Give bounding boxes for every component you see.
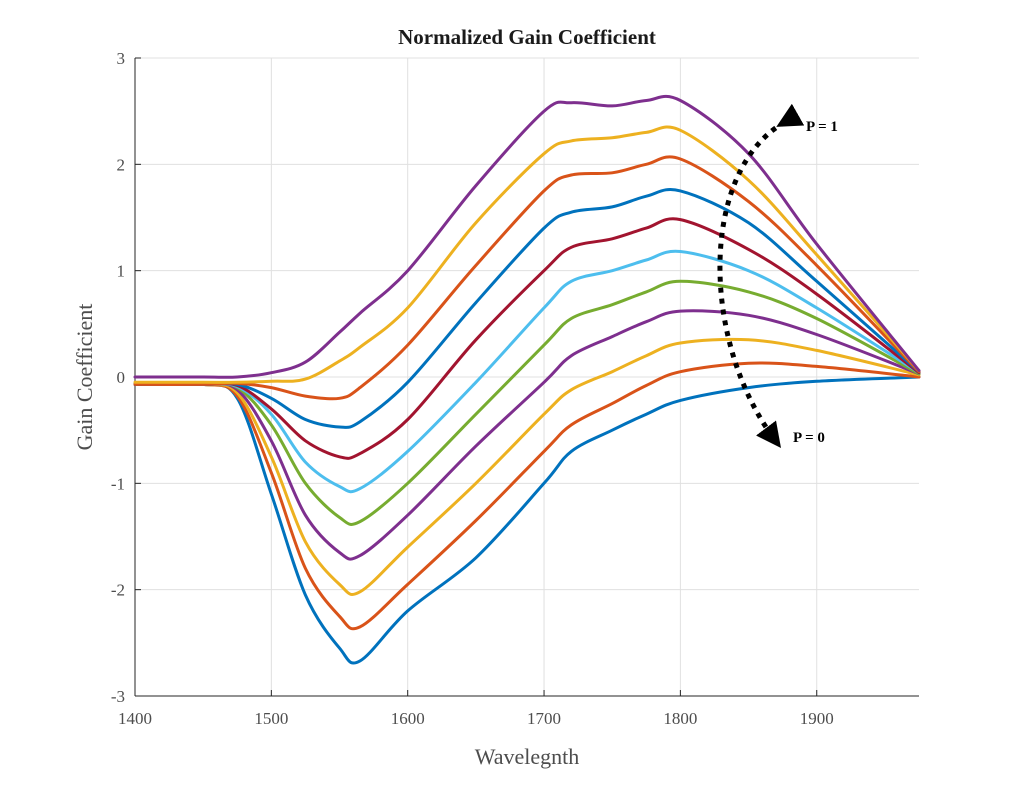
x-tick-label: 1800	[663, 709, 697, 728]
series-line-3	[133, 337, 921, 596]
x-tick-label: 1400	[118, 709, 152, 728]
series-line-5	[133, 279, 921, 526]
dotted-arrow	[717, 103, 805, 449]
series-line-11	[133, 94, 921, 379]
chart-title: Normalized Gain Coefficient	[398, 25, 656, 49]
x-tick-label: 1700	[527, 709, 561, 728]
series-line-8	[133, 188, 921, 429]
y-axis-title: Gain Coefficient	[72, 304, 97, 451]
y-tick-label: 1	[117, 262, 126, 281]
y-tick-label: -2	[111, 581, 125, 600]
ticks: 1400 1500 1600 1700 1800 1900 -3 -2 -1 0 1 2 3	[111, 49, 834, 728]
series-group	[133, 94, 921, 665]
x-tick-label: 1600	[391, 709, 425, 728]
series-line-9	[133, 155, 921, 401]
y-tick-label: -3	[111, 687, 125, 706]
series-line-4	[133, 309, 921, 561]
series-line-1	[133, 375, 921, 665]
x-tick-label: 1900	[800, 709, 834, 728]
annotation-p0: P = 0	[793, 430, 825, 446]
x-axis-title: Wavelegnth	[475, 744, 580, 769]
y-tick-label: 3	[117, 49, 126, 68]
x-tick-label: 1500	[254, 709, 288, 728]
series-line-10	[133, 125, 921, 384]
series-line-7	[133, 217, 921, 460]
annotation-p1: P = 1	[806, 119, 838, 135]
series-line-6	[133, 249, 921, 494]
series-line-2	[133, 361, 921, 631]
y-tick-label: 2	[117, 155, 126, 174]
y-tick-label: 0	[117, 368, 126, 387]
y-tick-label: -1	[111, 474, 125, 493]
annotations: P = 1 P = 0	[717, 103, 838, 449]
